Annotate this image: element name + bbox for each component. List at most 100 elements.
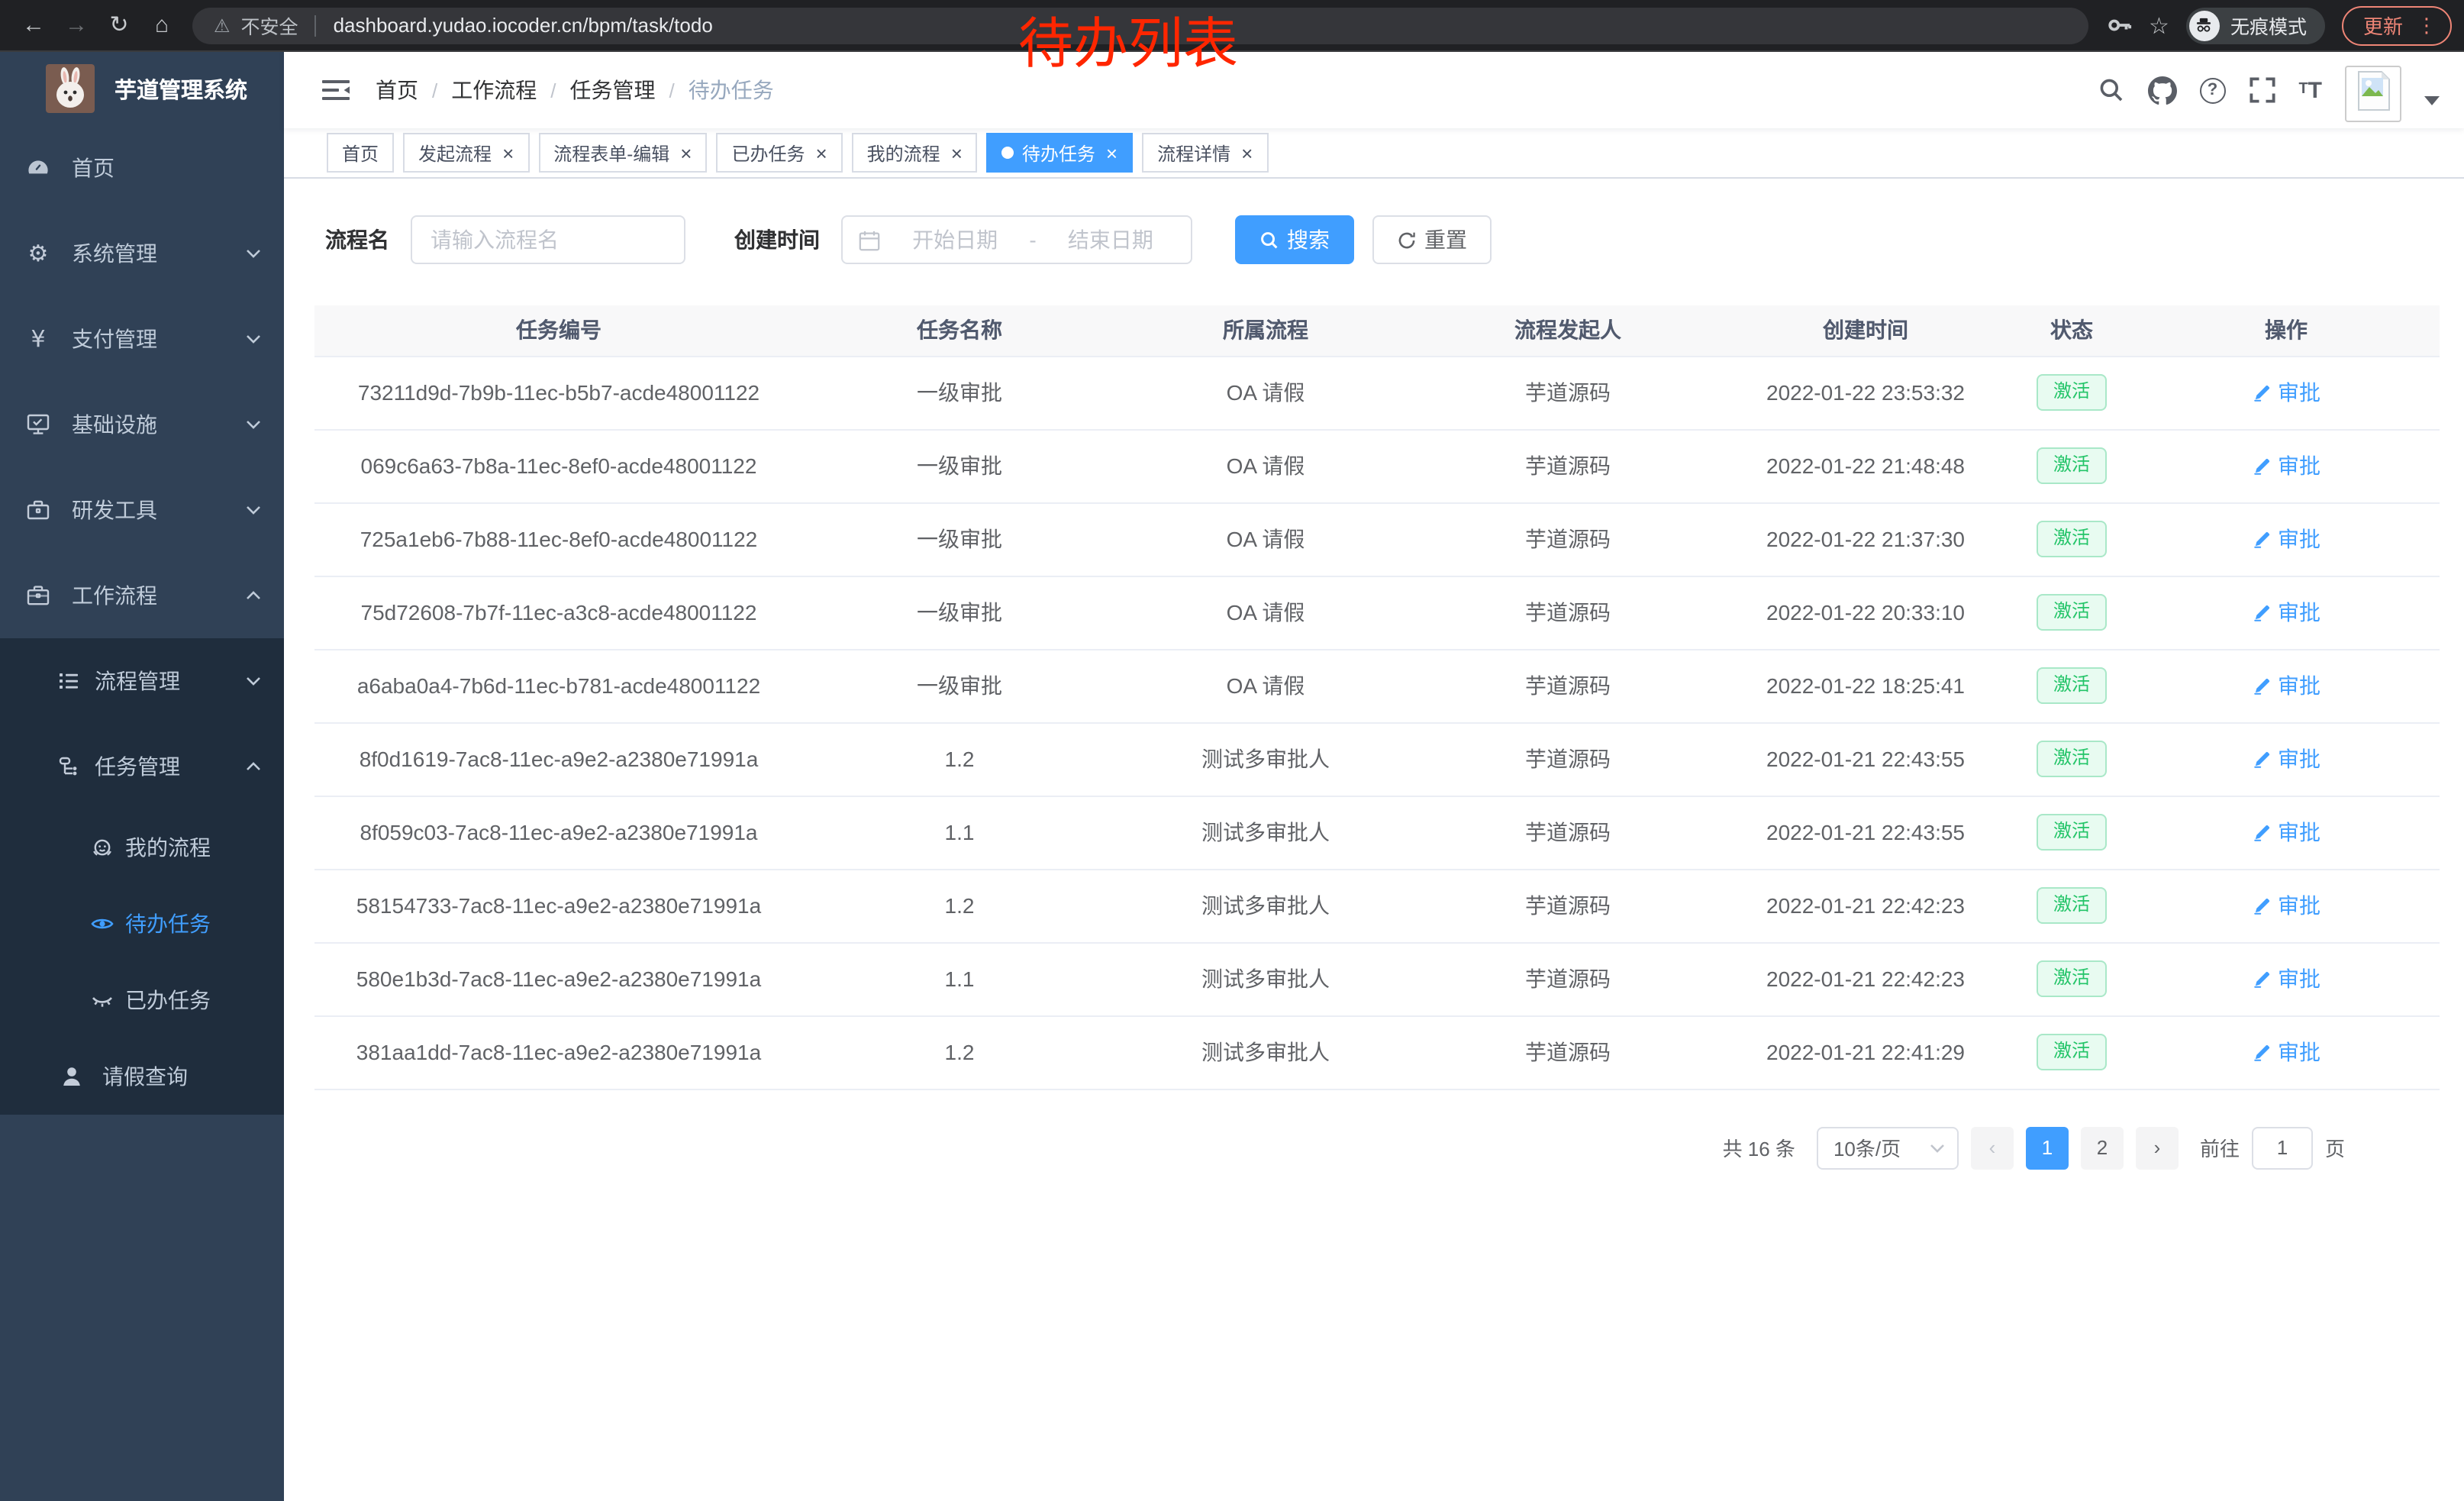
sidebar-item-label: 任务管理 <box>95 754 180 779</box>
monitor-check-icon <box>26 412 50 437</box>
user-avatar[interactable] <box>2345 65 2401 121</box>
approve-label: 审批 <box>2278 600 2320 625</box>
approve-link[interactable]: 审批 <box>2252 377 2320 408</box>
page-button-1[interactable]: 1 <box>2025 1126 2069 1169</box>
sidebar-item-system[interactable]: ⚙ 系统管理 <box>0 211 284 296</box>
approve-link[interactable]: 审批 <box>2252 744 2320 774</box>
next-page-button[interactable]: › <box>2135 1126 2179 1169</box>
table-row: 73211d9d-7b9b-11ec-b5b7-acde48001122 一级审… <box>314 356 2440 430</box>
fullscreen-icon[interactable] <box>2248 76 2275 104</box>
github-icon[interactable] <box>2147 76 2177 105</box>
process-name-input[interactable] <box>411 215 685 264</box>
cell-process: 测试多审批人 <box>1116 1015 1415 1089</box>
goto-page-input[interactable] <box>2251 1126 2313 1169</box>
tab-start-process[interactable]: 发起流程 × <box>403 133 530 173</box>
approve-link[interactable]: 审批 <box>2252 964 2320 994</box>
app-title: 芋道管理系统 <box>114 79 247 103</box>
chevron-down-icon <box>246 505 261 515</box>
edit-pencil-icon <box>2254 531 2270 547</box>
tab-close-icon[interactable]: × <box>680 141 692 164</box>
tab-close-icon[interactable]: × <box>502 141 514 164</box>
sidebar-item-home[interactable]: 首页 <box>0 125 284 211</box>
sidebar-item-task-mgmt[interactable]: 任务管理 <box>0 724 284 809</box>
browser-back-icon[interactable]: ← <box>22 11 45 37</box>
breadcrumb-workflow[interactable]: 工作流程 <box>451 78 537 102</box>
sidebar-logo[interactable]: 芋道管理系统 <box>0 52 284 125</box>
browser-home-icon[interactable]: ⌂ <box>154 11 169 37</box>
browser-menu-icon[interactable]: ⋮ <box>2417 13 2437 36</box>
cell-created: 2022-01-22 23:53:32 <box>1721 356 2011 430</box>
tab-form-edit[interactable]: 流程表单-编辑 × <box>538 133 708 173</box>
breadcrumb-home[interactable]: 首页 <box>376 78 418 102</box>
sidebar-item-label: 支付管理 <box>72 327 157 351</box>
tab-close-icon[interactable]: × <box>1105 141 1118 164</box>
help-icon[interactable]: ? <box>2199 77 2226 103</box>
approve-link[interactable]: 审批 <box>2252 524 2320 554</box>
approve-link[interactable]: 审批 <box>2252 1037 2320 1067</box>
breadcrumb-task-mgmt[interactable]: 任务管理 <box>569 78 656 102</box>
cell-task-id: 8f059c03-7ac8-11ec-a9e2-a2380e71991a <box>314 796 803 870</box>
table-row: 725a1eb6-7b88-11ec-8ef0-acde48001122 一级审… <box>314 502 2440 576</box>
page-size-select[interactable]: 10条/页 <box>1816 1126 1959 1169</box>
status-badge: 激活 <box>2036 594 2107 631</box>
approve-link[interactable]: 审批 <box>2252 890 2320 921</box>
bookmark-star-icon[interactable]: ☆ <box>2149 13 2169 39</box>
cell-task-name: 一级审批 <box>803 356 1116 430</box>
dashboard-gauge-icon <box>26 156 50 180</box>
robot-face-icon <box>90 835 114 860</box>
avatar-dropdown-caret-icon[interactable] <box>2424 96 2440 105</box>
browser-chrome: ← → ↻ ⌂ ⚠ 不安全 dashboard.yudao.iocoder.cn… <box>0 0 2464 52</box>
address-bar[interactable]: ⚠ 不安全 dashboard.yudao.iocoder.cn/bpm/tas… <box>192 7 2088 44</box>
edit-pencil-icon <box>2254 970 2270 987</box>
approve-label: 审批 <box>2278 673 2320 698</box>
tab-process-detail[interactable]: 流程详情 × <box>1142 133 1269 173</box>
approve-link[interactable]: 审批 <box>2252 597 2320 628</box>
prev-page-button[interactable]: ‹ <box>1970 1126 2014 1169</box>
tab-my-process[interactable]: 我的流程 × <box>851 133 978 173</box>
date-range-picker[interactable]: 开始日期 - 结束日期 <box>841 215 1192 264</box>
eye-open-icon <box>90 912 114 936</box>
tab-home[interactable]: 首页 <box>327 133 395 173</box>
task-table: 任务编号 任务名称 所属流程 流程发起人 创建时间 状态 操作 73211d9d… <box>314 305 2440 1089</box>
tab-todo-tasks[interactable]: 待办任务 × <box>986 133 1134 173</box>
create-time-label: 创建时间 <box>734 228 820 252</box>
sidebar-item-done-tasks[interactable]: 已办任务 <box>0 962 284 1038</box>
edit-pencil-icon <box>2254 750 2270 767</box>
sidebar-item-my-process[interactable]: 我的流程 <box>0 809 284 886</box>
sidebar-item-workflow[interactable]: 工作流程 <box>0 553 284 638</box>
approve-link[interactable]: 审批 <box>2252 670 2320 701</box>
status-badge: 激活 <box>2036 667 2107 704</box>
search-button[interactable]: 搜索 <box>1235 215 1354 264</box>
page-button-2[interactable]: 2 <box>2080 1126 2124 1169</box>
sidebar-item-todo-tasks[interactable]: 待办任务 <box>0 886 284 962</box>
cell-task-id: 069c6a63-7b8a-11ec-8ef0-acde48001122 <box>314 429 803 503</box>
breadcrumb-separator: / <box>432 79 438 102</box>
approve-link[interactable]: 审批 <box>2252 817 2320 847</box>
browser-reload-icon[interactable]: ↻ <box>109 11 129 37</box>
tab-done-tasks[interactable]: 已办任务 × <box>716 133 843 173</box>
sidebar-item-process-mgmt[interactable]: 流程管理 <box>0 638 284 724</box>
cell-created: 2022-01-21 22:43:55 <box>1721 722 2011 796</box>
tab-close-icon[interactable]: × <box>950 141 963 164</box>
search-icon[interactable] <box>2097 76 2124 104</box>
approve-link[interactable]: 审批 <box>2252 450 2320 481</box>
password-key-icon[interactable] <box>2106 12 2132 38</box>
tab-close-icon[interactable]: × <box>1241 141 1253 164</box>
edit-pencil-icon <box>2254 1044 2270 1060</box>
sidebar-item-label: 已办任务 <box>125 988 211 1012</box>
reset-button[interactable]: 重置 <box>1372 215 1492 264</box>
approve-label: 审批 <box>2278 527 2320 551</box>
cell-created: 2022-01-22 21:37:30 <box>1721 502 2011 576</box>
browser-update-button[interactable]: 更新 ⋮ <box>2341 5 2452 45</box>
tab-close-icon[interactable]: × <box>815 141 827 164</box>
sidebar-item-infrastructure[interactable]: 基础设施 <box>0 382 284 467</box>
browser-forward-icon[interactable]: → <box>65 11 88 37</box>
sidebar-item-payment[interactable]: ¥ 支付管理 <box>0 296 284 382</box>
cell-created: 2022-01-21 22:41:29 <box>1721 1015 2011 1089</box>
sidebar-collapse-icon[interactable] <box>322 78 350 102</box>
sidebar-item-leave-query[interactable]: 请假查询 <box>0 1038 284 1115</box>
sidebar-item-dev-tools[interactable]: 研发工具 <box>0 467 284 553</box>
